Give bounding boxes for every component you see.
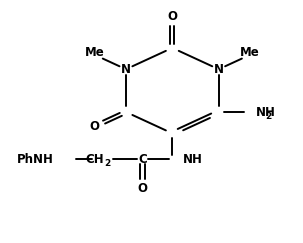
Text: NH: NH bbox=[256, 105, 276, 119]
Text: NH: NH bbox=[183, 153, 203, 166]
Text: C: C bbox=[138, 153, 147, 166]
Text: N: N bbox=[214, 63, 224, 76]
Text: 2: 2 bbox=[266, 112, 272, 121]
Text: Me: Me bbox=[240, 46, 259, 59]
Text: N: N bbox=[121, 63, 131, 76]
Text: O: O bbox=[167, 10, 177, 23]
Text: 2: 2 bbox=[105, 159, 111, 168]
Text: O: O bbox=[89, 120, 99, 133]
Text: O: O bbox=[138, 182, 148, 195]
Text: Me: Me bbox=[85, 46, 105, 59]
Text: PhNH: PhNH bbox=[16, 153, 53, 166]
Text: CH: CH bbox=[85, 153, 104, 166]
